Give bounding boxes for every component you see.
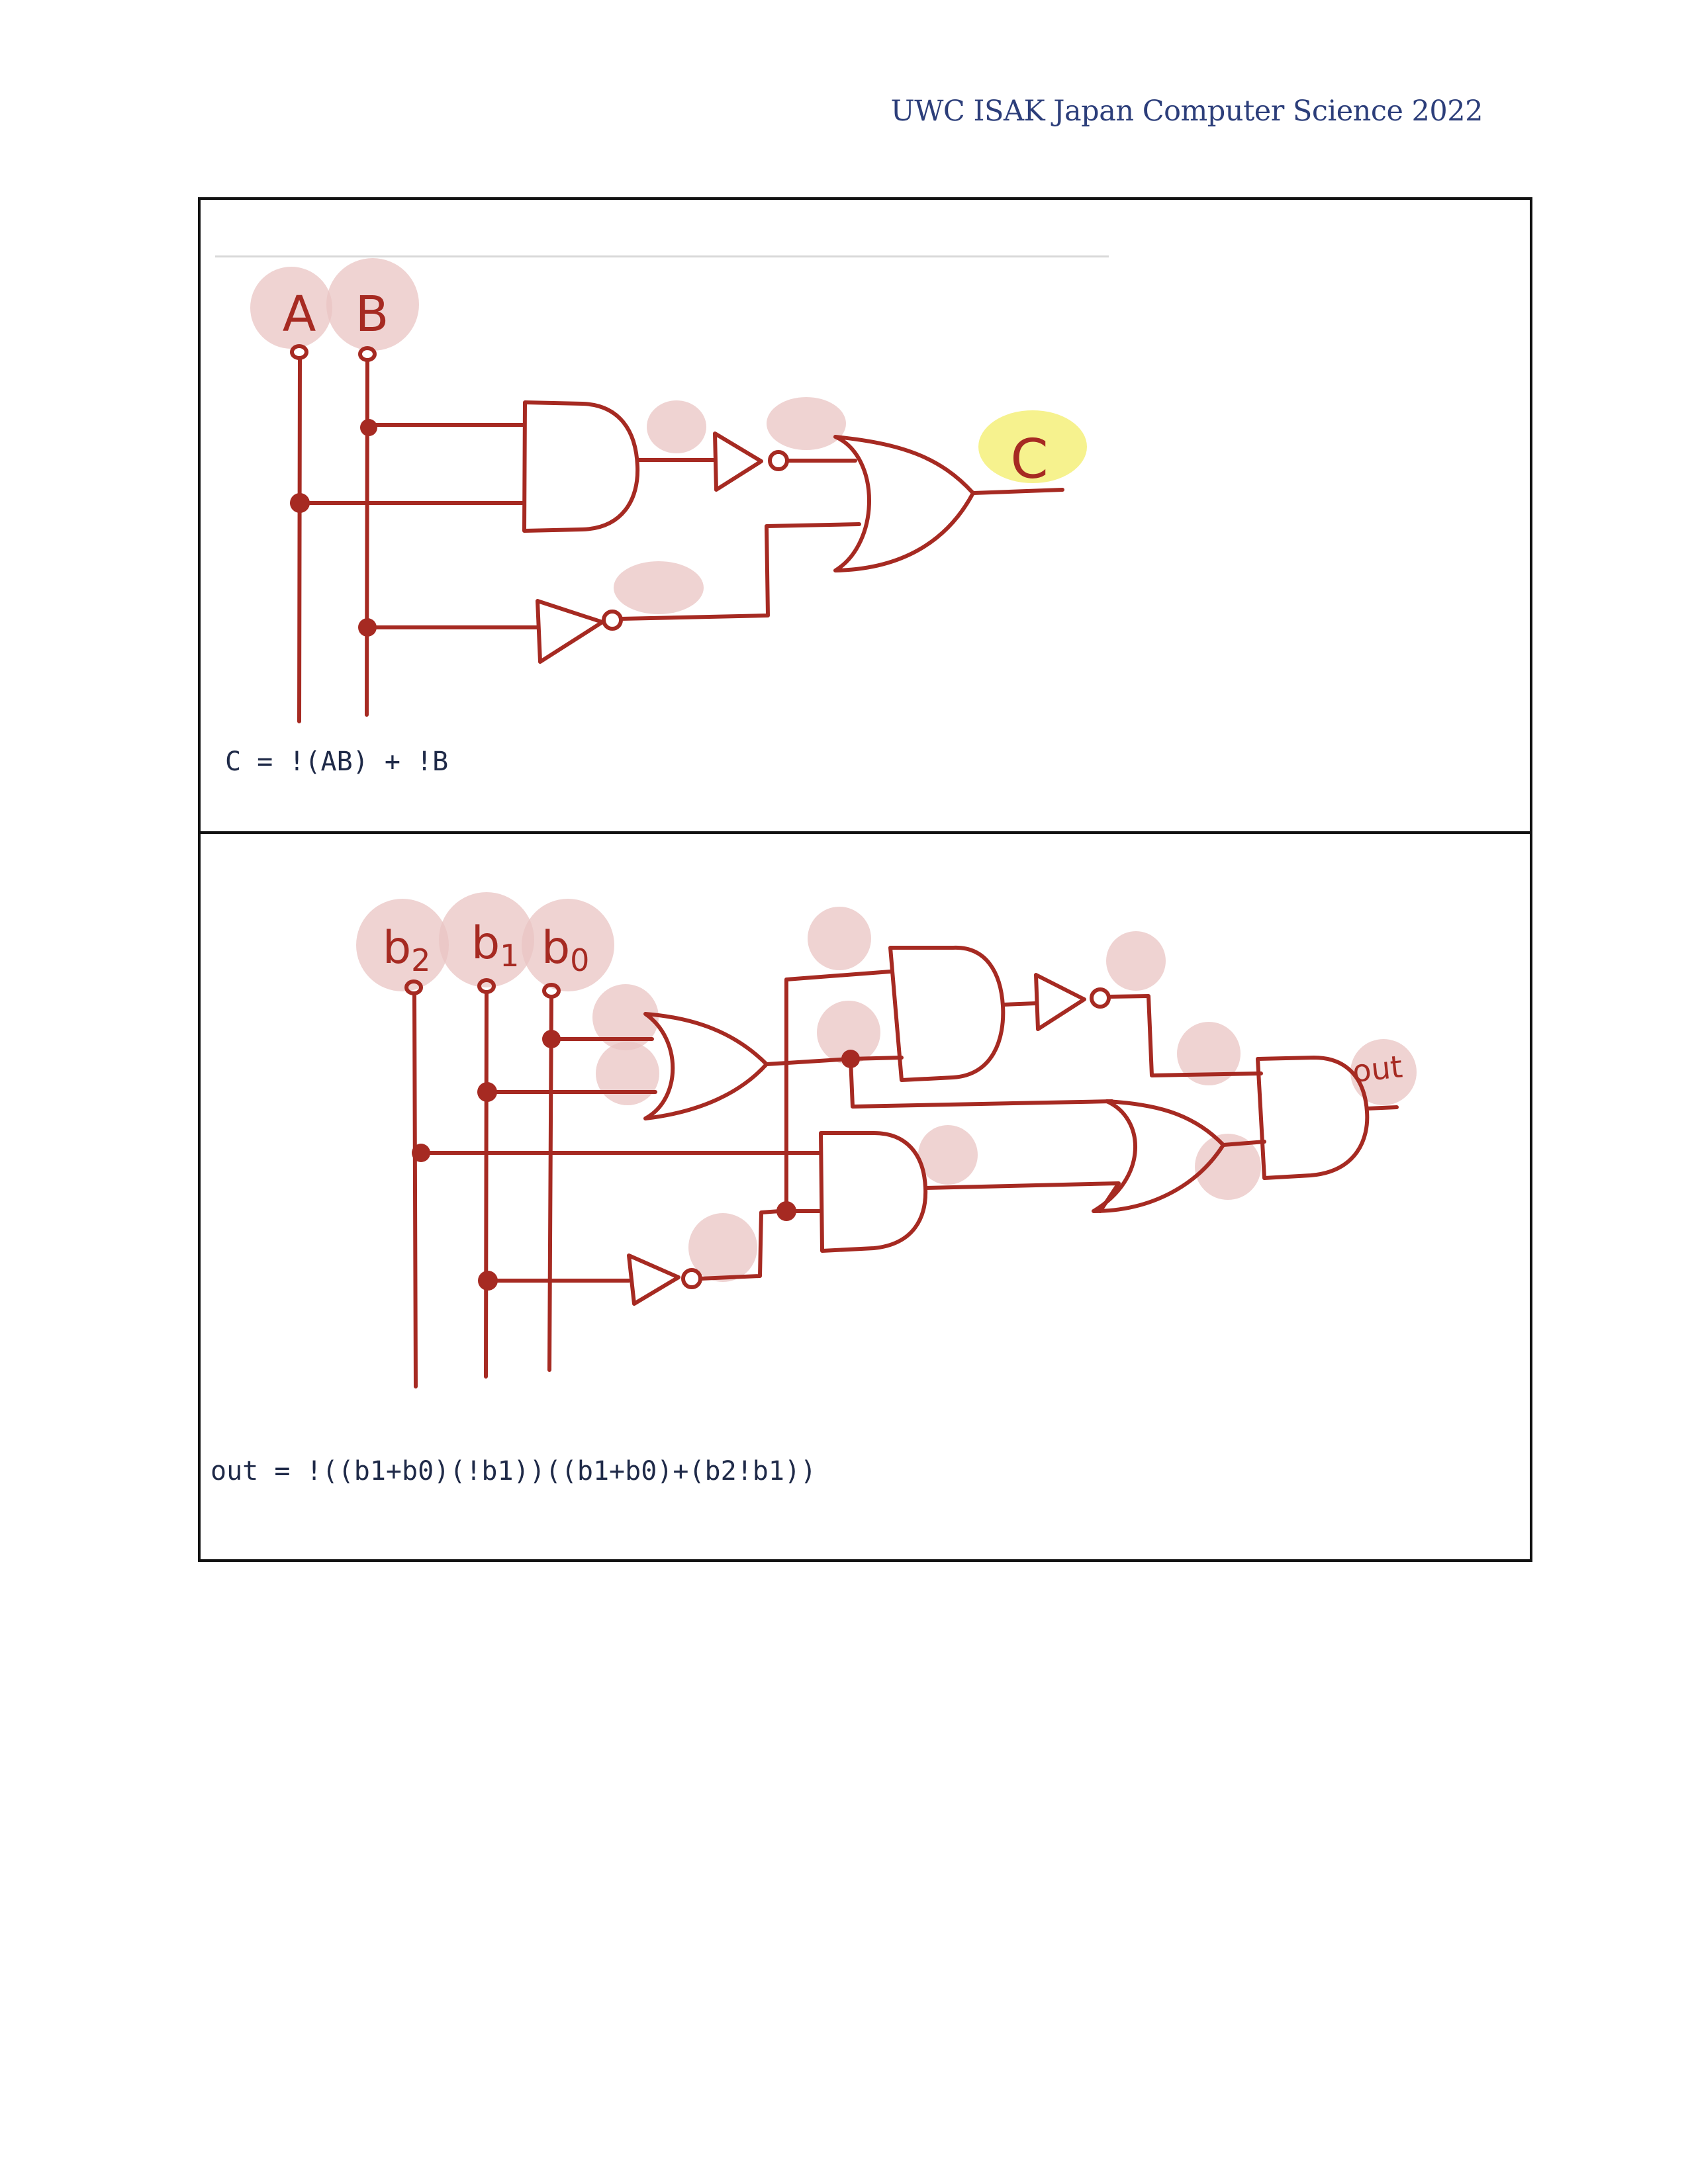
highlight-or-in2: [596, 1042, 659, 1105]
and-gate-1: [888, 945, 1006, 1082]
highlight-and2-out: [918, 1125, 978, 1185]
wire-and1-in-top: [784, 970, 892, 1213]
output-label-c: C: [1010, 428, 1048, 491]
highlight-junction: [817, 1001, 880, 1064]
wire-b1: [484, 991, 489, 1379]
input-label-a: A: [283, 286, 316, 343]
highlight-and-out: [647, 400, 706, 453]
equation-2: out = !((b1+b0)(!b1))((b1+b0)+(b2!b1)): [211, 1456, 817, 1486]
wire-not3-out: [1107, 994, 1263, 1077]
or-gate-1: [833, 435, 975, 572]
highlight-b1: [439, 892, 534, 987]
wire-b2: [412, 992, 418, 1388]
or-gate-2: [1092, 1099, 1225, 1213]
not-gate-4: [627, 1253, 680, 1306]
wire-or1-out: [765, 1057, 853, 1066]
highlight-not2-out: [614, 561, 704, 614]
divider-line: [215, 255, 1109, 257]
highlight-not1-out: [767, 397, 846, 450]
input-label-b0: b0: [541, 922, 589, 978]
highlight-b0: [522, 899, 614, 991]
highlight-and3-in: [1177, 1022, 1241, 1085]
highlight-output-c: [978, 410, 1087, 483]
not-gate-1: [713, 432, 763, 492]
circuit-diagram-1: A B C: [250, 258, 1087, 723]
wire-a: [297, 357, 302, 723]
and-gate-2: [819, 1131, 928, 1253]
wire-not2-out: [619, 522, 861, 621]
highlight-b: [326, 258, 419, 351]
and-gate-3: [1256, 1056, 1370, 1180]
circuit-diagram-2: b2 b1 b0 out: [356, 892, 1417, 1388]
highlight-and1-in: [808, 907, 871, 970]
highlight-out: [1350, 1039, 1417, 1105]
highlight-or-in1: [592, 984, 659, 1050]
highlight-not1-out: [1106, 931, 1166, 991]
not-gate-4-bubble: [681, 1268, 702, 1289]
highlight-b2: [356, 899, 449, 991]
terminal-b0: [542, 983, 561, 999]
not-gate-2: [536, 599, 604, 664]
wire-and1-out: [1001, 1001, 1038, 1007]
input-label-b2: b2: [383, 922, 430, 978]
wire-out: [1365, 1105, 1399, 1111]
or-gate-b1-b0: [643, 1012, 769, 1120]
not-gate-3: [1034, 973, 1086, 1031]
circuit-panel-2: [198, 831, 1532, 1562]
wire-not4-out: [698, 1209, 782, 1281]
not-gate-3-bubble: [1090, 987, 1111, 1009]
page-header: UWC ISAK Japan Computer Science 2022: [890, 95, 1483, 128]
wire-b0: [547, 995, 553, 1372]
wire-and2-out: [923, 1181, 1121, 1213]
output-label-out: out: [1351, 1048, 1405, 1089]
input-label-b1: b1: [471, 917, 519, 974]
wire-or2-out: [1221, 1140, 1266, 1147]
wire-or1-to-or2: [849, 1057, 1114, 1109]
and-gate-1: [522, 400, 640, 533]
input-label-b: B: [355, 286, 389, 343]
equation-1: C = !(AB) + !B: [225, 747, 449, 777]
wire-or1-to-and1: [849, 1056, 904, 1061]
wire-output-c: [971, 488, 1064, 495]
highlight-a: [250, 267, 332, 349]
highlight-not2-out: [688, 1213, 757, 1282]
highlight-or2-out: [1195, 1134, 1261, 1200]
